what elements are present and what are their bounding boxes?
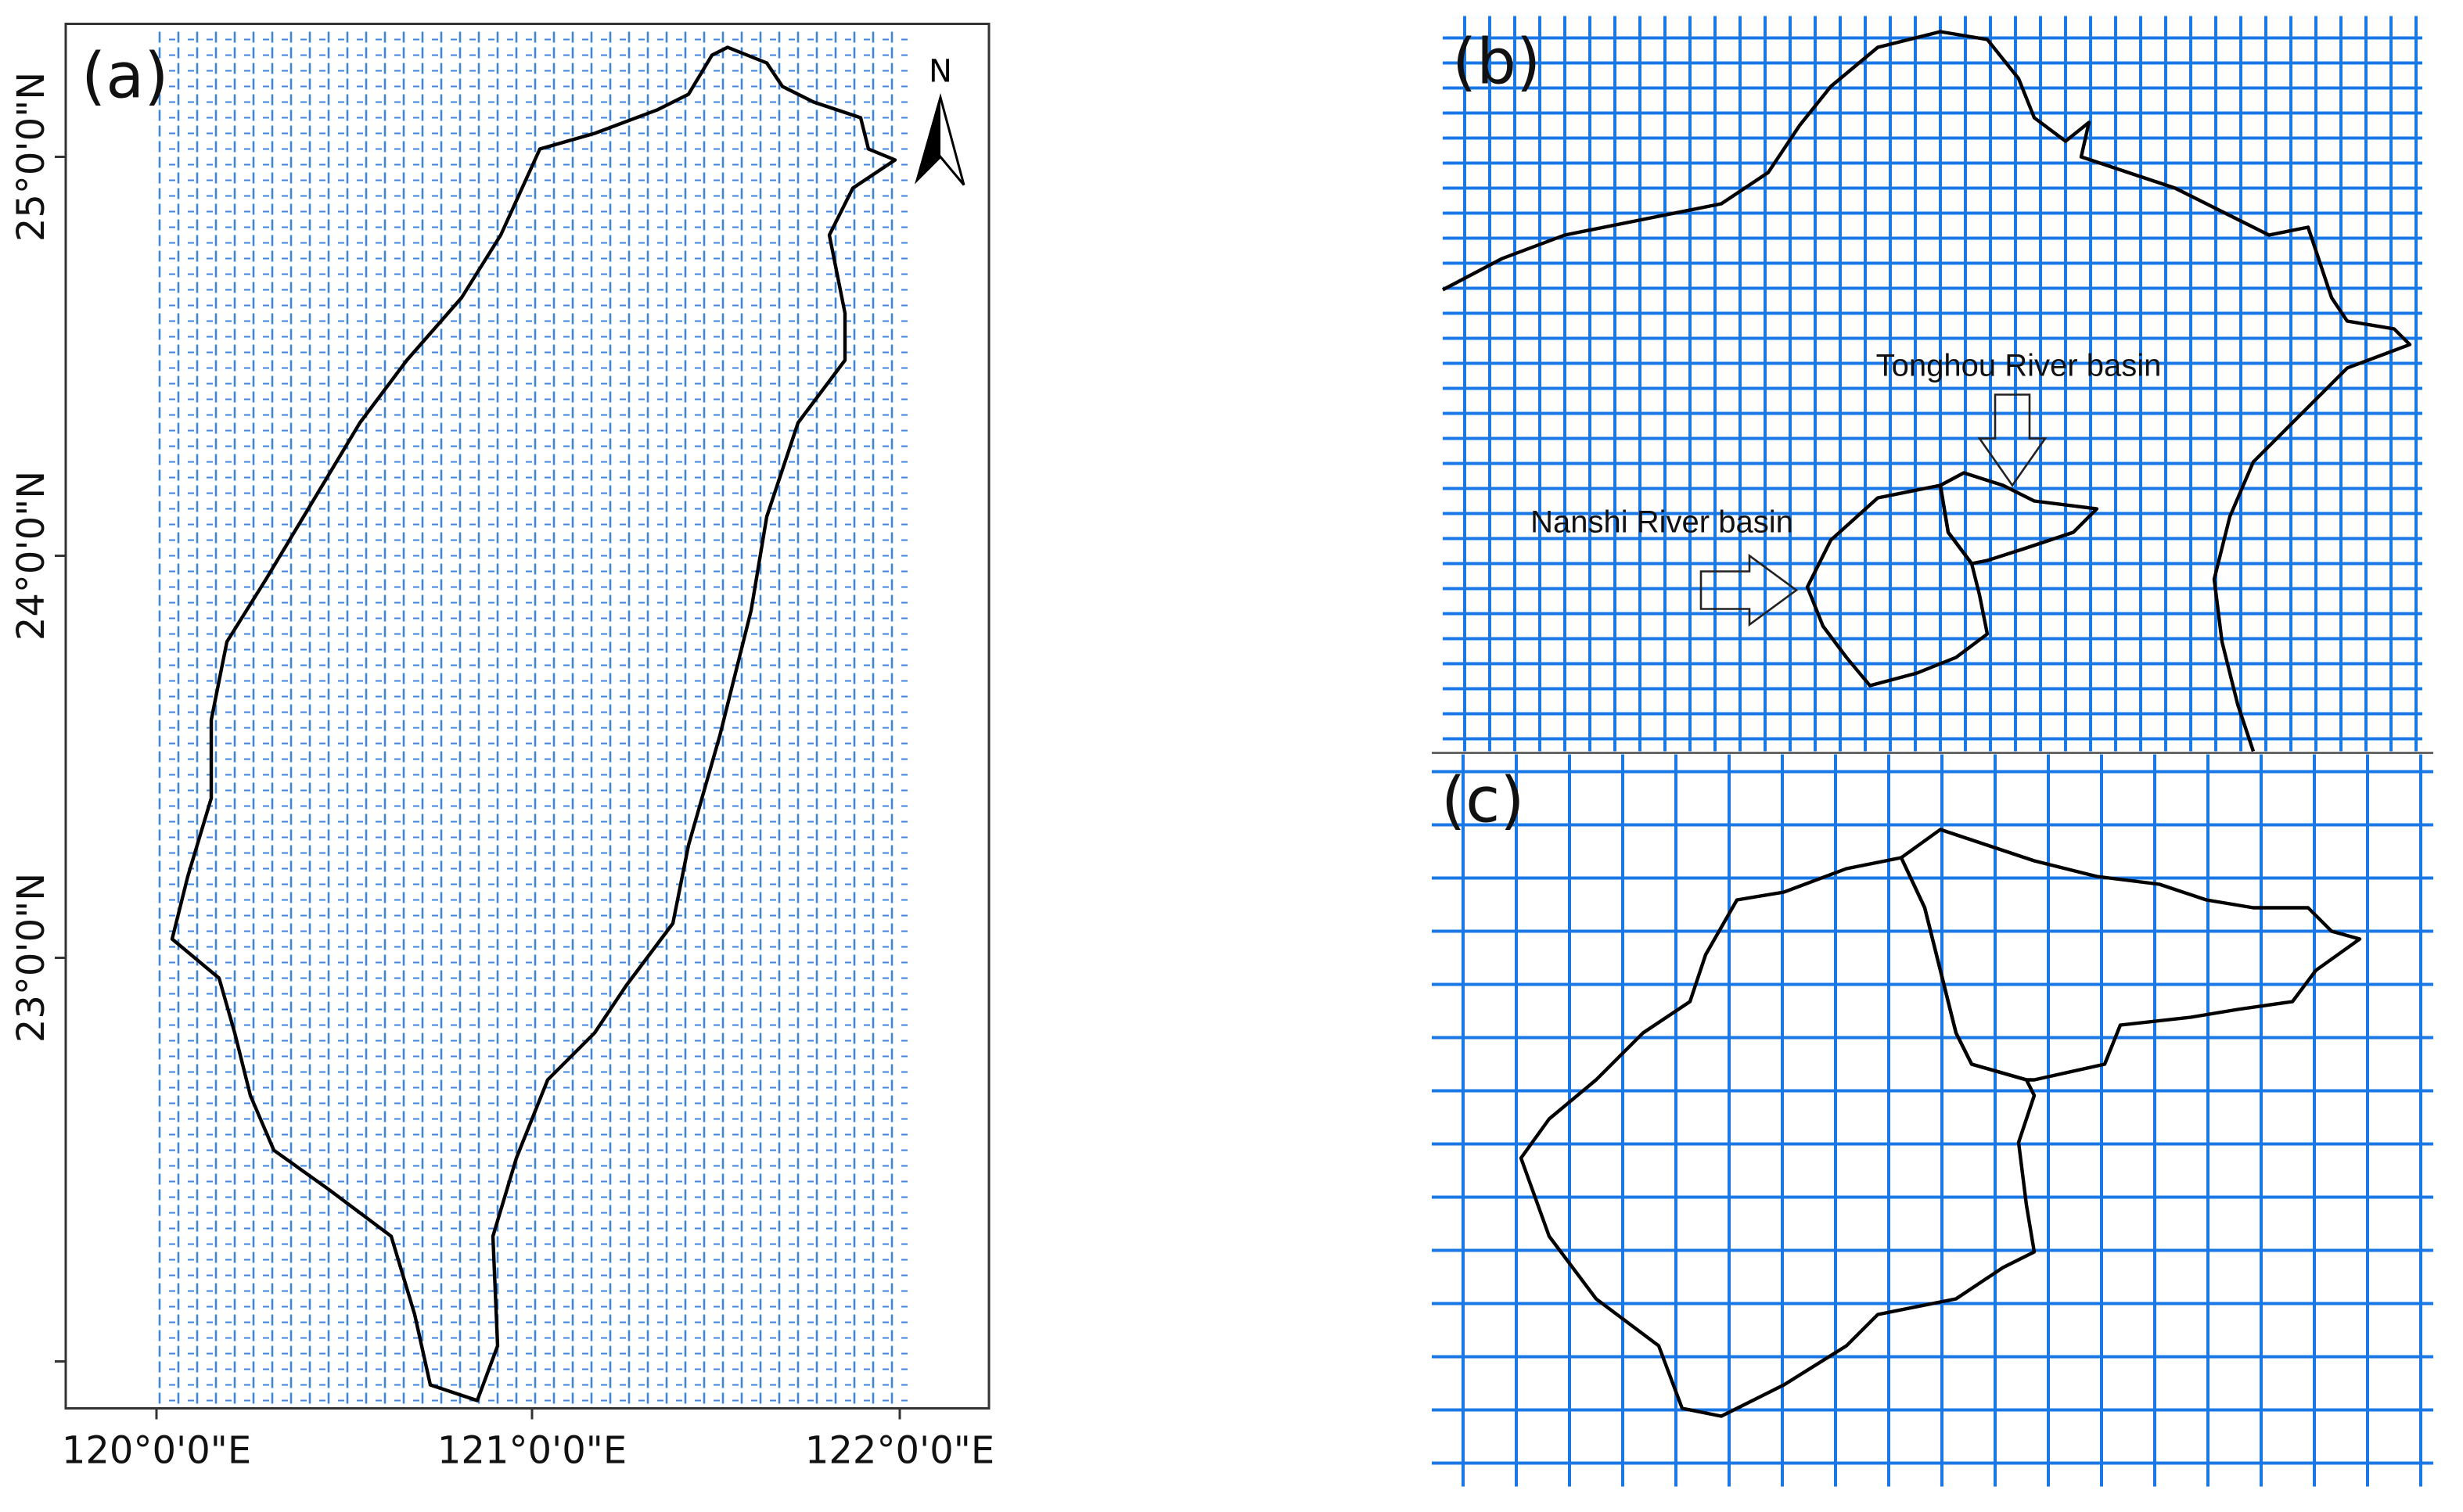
- grid-a: [156, 31, 908, 1406]
- grid-b: [1443, 16, 2422, 752]
- north-arrow-fill: [917, 97, 940, 181]
- y-tick-label: 25°0'0"N: [9, 72, 53, 242]
- frame-a: [64, 23, 991, 1410]
- ticks: [55, 156, 901, 1420]
- y-tick-label: 23°0'0"N: [9, 873, 53, 1043]
- arrow-down: [1977, 393, 2048, 487]
- annotation: Nanshi River basin: [1530, 505, 1793, 540]
- grid-c: [1432, 754, 2433, 1487]
- panel-label: (a): [81, 40, 168, 113]
- nanshi-basin-b: [1805, 483, 1990, 688]
- y-tick-label: 24°0'0"N: [9, 471, 53, 641]
- tonghou-basin-b: [1938, 471, 2099, 566]
- panel-a: (a) N 120°0'0"E 121°0'0"E 122°0'0"E 25°0…: [9, 23, 994, 1473]
- annotation: Tonghou River basin: [1876, 349, 2162, 383]
- panel-b: Tonghou River basin Nanshi River basin (…: [1441, 16, 2422, 752]
- coastline: [1441, 30, 2412, 752]
- x-tick-label: 122°0'0"E: [805, 1429, 994, 1473]
- x-tick-label: 121°0'0"E: [437, 1429, 627, 1473]
- panel-c: (c): [1432, 752, 2433, 1487]
- north-label: N: [929, 54, 952, 90]
- x-tick-label: 120°0'0"E: [62, 1429, 251, 1473]
- panel-label: (c): [1441, 764, 1524, 837]
- arrow-right: [1699, 553, 1799, 627]
- panel-label: (b): [1452, 26, 1541, 99]
- taiwan-outline: [170, 45, 897, 1402]
- tonghou-basin-c: [1899, 828, 2362, 1082]
